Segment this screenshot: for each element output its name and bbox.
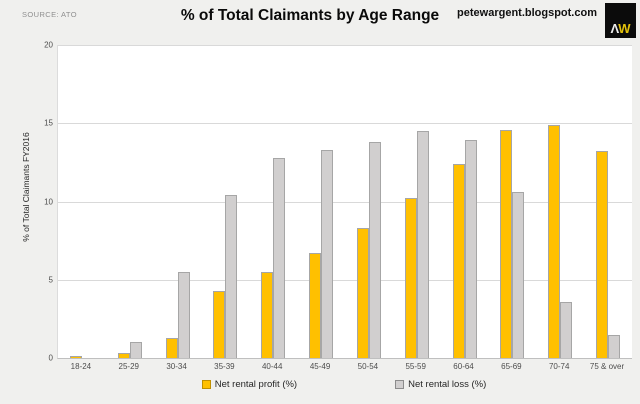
bar-net-rental-profit — [500, 129, 513, 358]
y-tick-label: 0 — [48, 353, 53, 363]
x-tick-label: 18-24 — [70, 362, 92, 371]
bar-net-rental-loss — [129, 342, 142, 358]
x-axis-labels: 18-24 25-29 30-34 35-39 40-44 45-49 50-54 55-59… — [57, 362, 631, 371]
gridline — [58, 279, 632, 281]
bar-net-rental-loss — [225, 195, 238, 358]
bar-group — [488, 45, 536, 358]
y-tick-label: 15 — [44, 118, 53, 128]
gridline — [58, 201, 632, 203]
x-tick-label: 75 & over — [589, 362, 625, 371]
bar-group — [393, 45, 441, 358]
x-tick-label: 55-59 — [405, 362, 426, 371]
x-tick-label: 45-49 — [309, 362, 331, 371]
bar-net-rental-profit — [261, 271, 274, 358]
source-label: SOURCE: ATO — [22, 10, 77, 19]
bar-group — [297, 45, 345, 358]
chart-title: % of Total Claimants by Age Range — [180, 7, 440, 24]
legend-item: Net rental loss (%) — [395, 379, 486, 390]
bar-net-rental-profit — [548, 124, 561, 358]
x-tick-label: 60-64 — [453, 362, 474, 371]
bar-net-rental-profit — [452, 163, 465, 358]
x-tick-label: 50-54 — [357, 362, 379, 371]
bar-group — [58, 45, 106, 358]
y-tick-label: 5 — [48, 275, 53, 285]
legend-label: Net rental loss (%) — [408, 379, 487, 390]
bar-group — [154, 45, 202, 358]
x-tick-label: 70-74 — [548, 362, 570, 371]
bar-net-rental-profit — [165, 337, 178, 358]
y-tick-label: 10 — [44, 197, 53, 206]
bar-net-rental-profit — [117, 353, 130, 358]
bar-net-rental-loss — [273, 157, 286, 358]
bar-group — [249, 45, 297, 358]
legend-swatch-profit — [201, 380, 211, 389]
bar-net-rental-loss — [608, 334, 621, 358]
x-tick-label: 30-34 — [166, 362, 187, 371]
bar-group — [345, 45, 393, 358]
x-tick-label: 40-44 — [261, 362, 283, 371]
bar-net-rental-profit — [596, 151, 609, 358]
site-label: petewargent.blogspot.com — [457, 7, 597, 19]
bar-net-rental-loss — [512, 192, 525, 358]
bar-net-rental-loss — [368, 142, 381, 358]
gridline — [58, 123, 632, 125]
logo-letter-a: Λ — [610, 21, 620, 36]
y-tick-label: 20 — [44, 40, 53, 50]
logo-letter-w: W — [618, 21, 631, 36]
bar-net-rental-loss — [177, 271, 190, 358]
bar-net-rental-profit — [213, 290, 226, 358]
plot-area — [57, 45, 632, 359]
legend-swatch-loss — [395, 380, 405, 389]
bar-group — [584, 45, 632, 358]
bar-net-rental-profit — [69, 356, 82, 358]
bar-group — [106, 45, 154, 358]
bar-net-rental-profit — [404, 198, 417, 358]
bar-net-rental-loss — [464, 140, 477, 358]
bar-net-rental-loss — [321, 149, 334, 358]
bar-group — [201, 45, 249, 358]
bar-group — [441, 45, 489, 358]
bar-net-rental-loss — [416, 131, 429, 358]
bar-net-rental-loss — [560, 301, 573, 358]
legend-item: Net rental profit (%) — [201, 379, 298, 390]
x-tick-label: 65-69 — [501, 362, 522, 371]
bar-net-rental-profit — [309, 253, 322, 358]
legend-label: Net rental profit (%) — [214, 379, 298, 390]
bar-net-rental-profit — [356, 228, 369, 358]
y-axis-labels: 0 5 10 15 20 — [28, 41, 53, 363]
x-tick-label: 25-29 — [118, 362, 139, 371]
x-tick-label: 35-39 — [214, 362, 235, 371]
legend: Net rental profit (%) Net rental loss (%) — [57, 379, 631, 390]
bar-groups — [58, 45, 632, 358]
gridline — [58, 45, 632, 46]
bar-group — [536, 45, 584, 358]
